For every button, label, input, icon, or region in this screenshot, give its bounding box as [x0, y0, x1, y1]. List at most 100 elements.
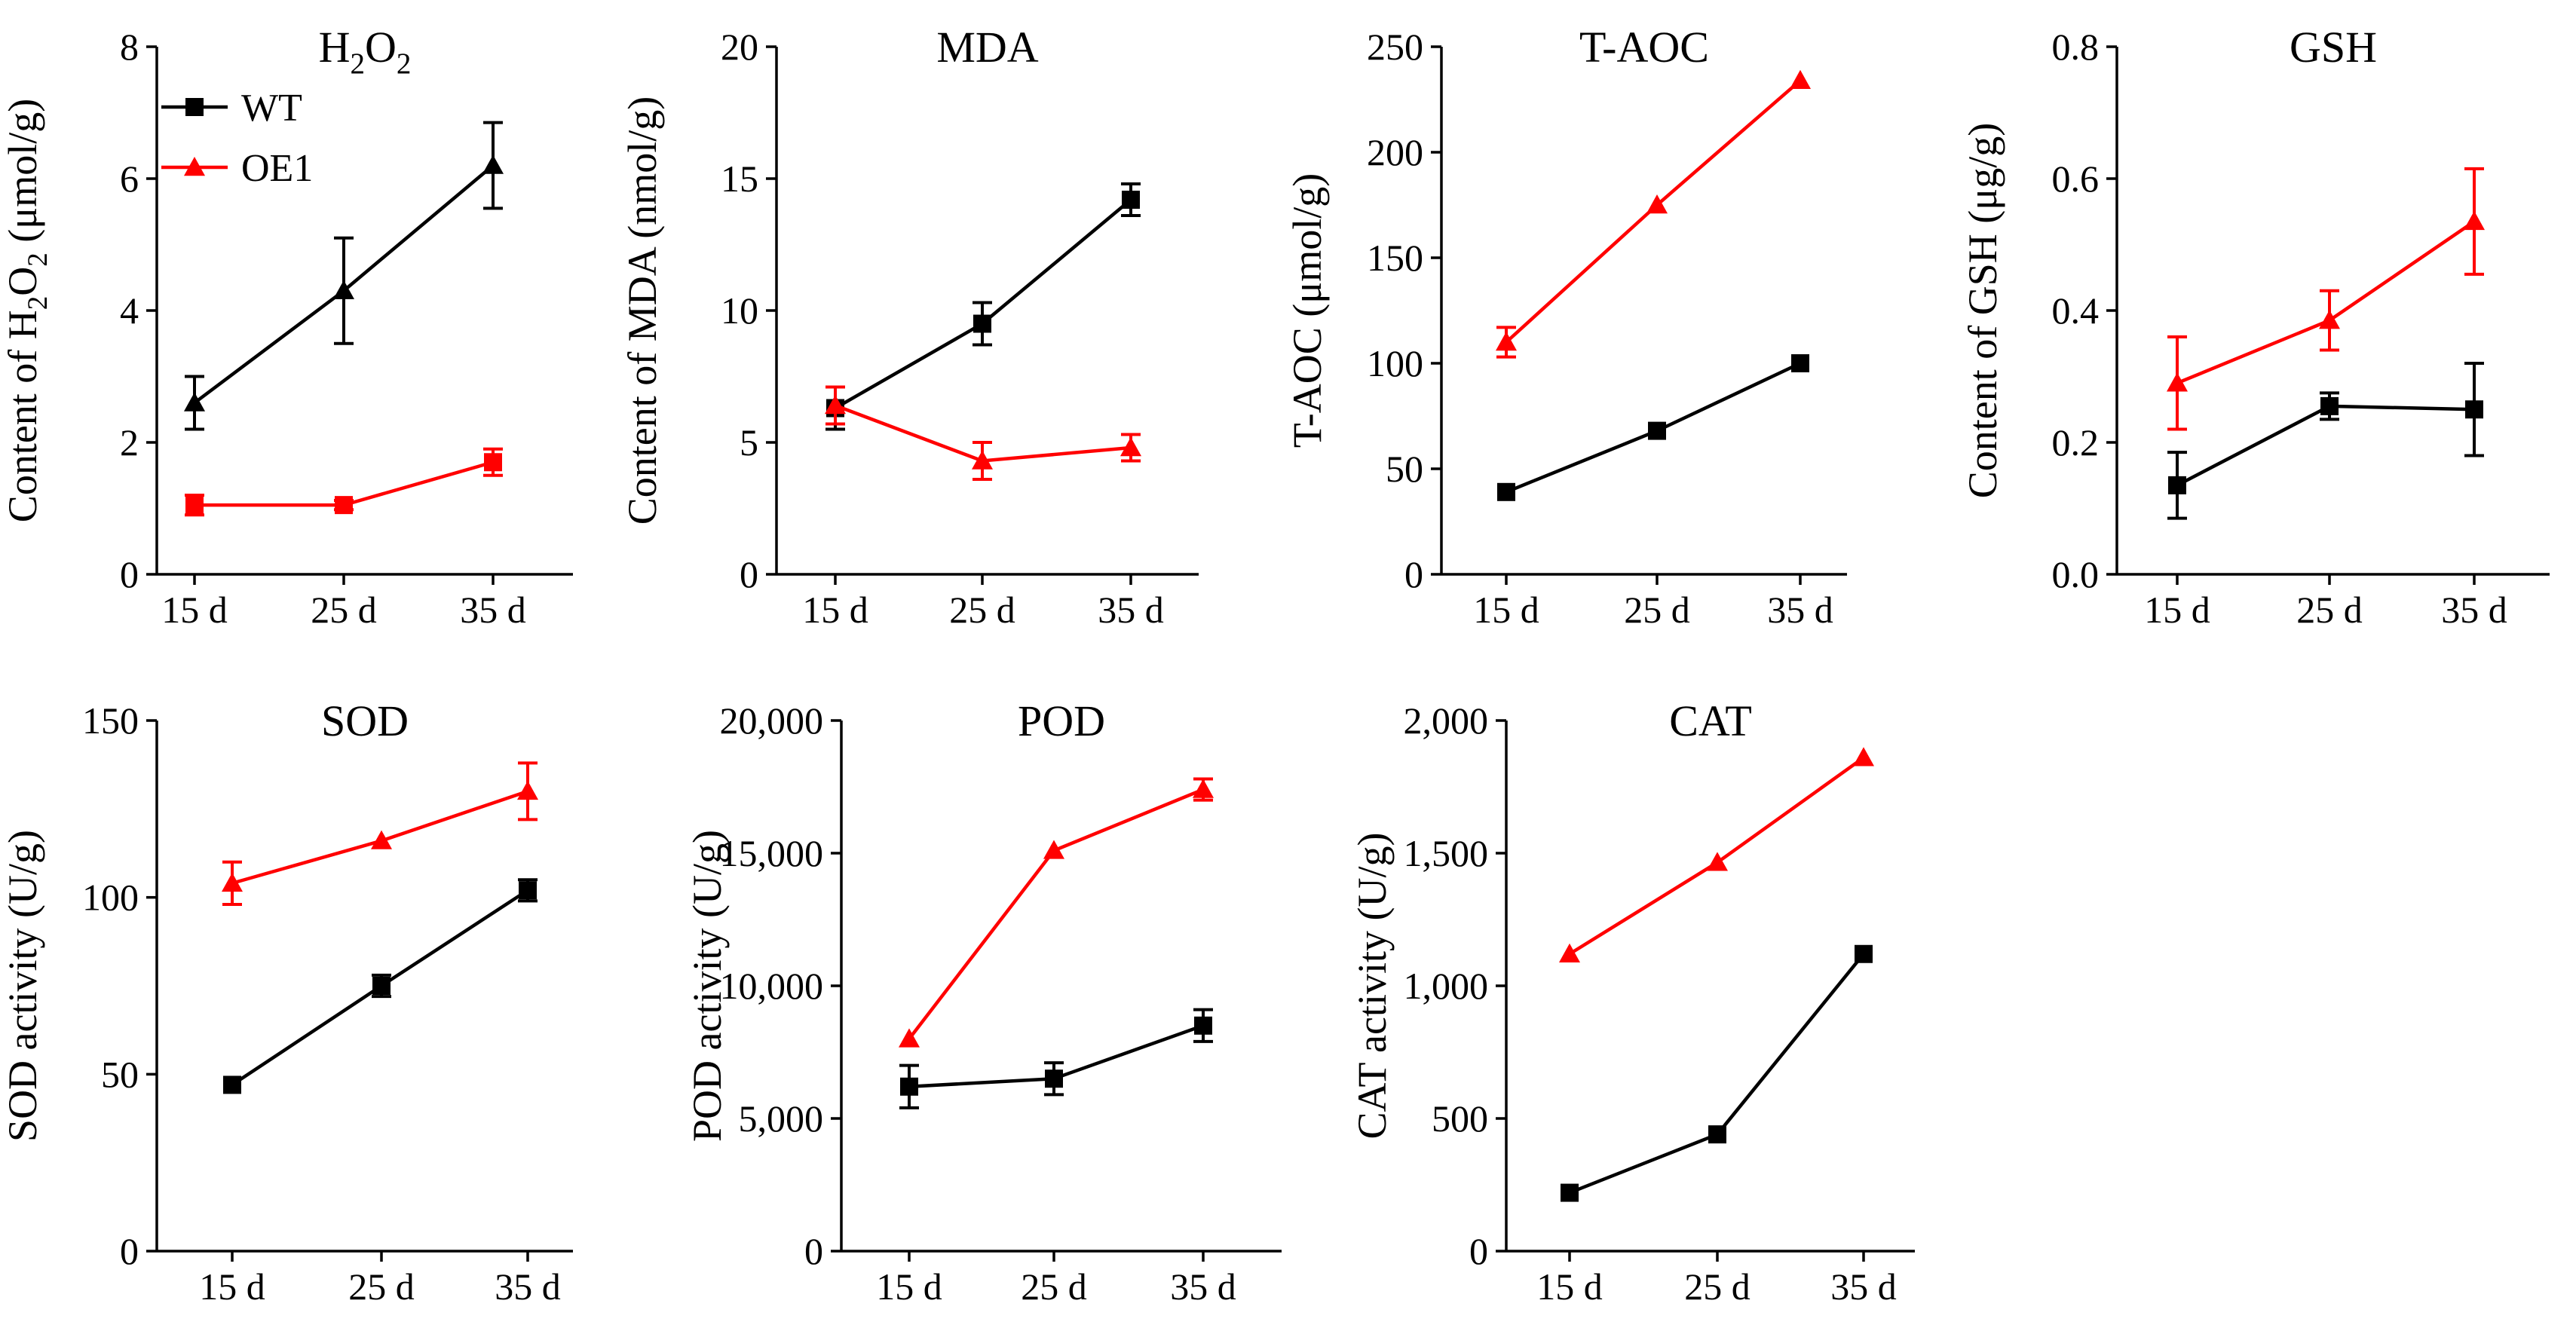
legend-label: WT [241, 87, 302, 130]
data-point [899, 1028, 920, 1048]
legend: WT OE1 [161, 87, 313, 190]
chart-panel-mda: 0 5 10 15 20 15 d 25 d 35 d MDA Content of MDA (n… [620, 23, 1199, 631]
y-tick-label: 20,000 [720, 699, 824, 742]
y-axis-label: POD activity (U/g) [685, 830, 730, 1142]
text-part: SOD activity (U/g) [0, 830, 45, 1142]
subscript: 2 [351, 47, 366, 80]
chart-title: H2O2 [319, 23, 412, 80]
data-point [1853, 747, 1874, 766]
series-wt [899, 1008, 1213, 1109]
text-part: Content of H [0, 310, 45, 522]
y-tick-label: 5,000 [739, 1097, 824, 1140]
series-oe1 [222, 761, 538, 907]
data-point [223, 1076, 241, 1094]
data-point [517, 780, 538, 800]
data-point [2465, 400, 2483, 419]
legend-marker [185, 98, 204, 116]
x-tick-label: 15 d [1473, 589, 1539, 631]
chart-panel-cat: 0 500 1,000 1,500 2,000 15 d 25 d 35 d CAT CAT ac… [1349, 696, 1915, 1308]
chart-title: CAT [1669, 696, 1752, 745]
y-tick-label: 15 [721, 158, 758, 200]
data-point [1497, 482, 1515, 501]
y-tick-label: 0 [740, 553, 758, 595]
series-line [908, 788, 1204, 1040]
data-point [1122, 191, 1140, 209]
series-oe1 [899, 777, 1214, 1048]
y-tick-label: 500 [1432, 1097, 1488, 1140]
y-tick-label: 20 [721, 26, 758, 68]
data-point [1707, 852, 1728, 871]
data-point [222, 872, 243, 892]
data-point [372, 977, 391, 995]
text-part: (μmol/g) [0, 99, 45, 252]
data-point [972, 450, 993, 470]
series-wt [825, 182, 1141, 431]
chart-title: POD [1018, 696, 1105, 745]
x-tick-label: 35 d [1098, 589, 1164, 631]
y-tick-label: 0 [804, 1230, 823, 1272]
data-point [1559, 943, 1580, 962]
text-part: SOD [321, 696, 409, 745]
data-point [1790, 69, 1811, 89]
y-tick-label: 8 [120, 26, 139, 68]
data-point [825, 395, 846, 415]
y-tick-label: 2 [120, 421, 139, 464]
text-part: CAT activity (U/g) [1349, 833, 1395, 1140]
data-point [1648, 421, 1666, 440]
subscript: 2 [23, 252, 54, 267]
data-point [1561, 1183, 1579, 1202]
text-part: O [0, 267, 45, 296]
y-tick-label: 250 [1367, 26, 1423, 68]
data-point [2464, 210, 2485, 231]
y-tick-label: 0.0 [2052, 553, 2100, 595]
data-point [1120, 437, 1141, 457]
y-tick-label: 5 [740, 421, 758, 464]
x-tick-label: 25 d [311, 589, 377, 631]
text-part: MDA [936, 23, 1038, 72]
chart-title: GSH [2290, 23, 2377, 72]
chart-title: MDA [936, 23, 1038, 72]
x-tick-label: 25 d [1684, 1265, 1751, 1308]
y-tick-label: 4 [120, 289, 139, 332]
y-tick-label: 15,000 [720, 832, 824, 874]
chart-panel-pod: 0 5,000 10,000 15,000 20,000 15 d 25 d 35 d POD P… [685, 696, 1282, 1308]
series-oe1 [2167, 167, 2485, 431]
series-line [2176, 220, 2476, 385]
y-tick-label: 0.6 [2052, 158, 2100, 200]
data-point [1708, 1125, 1726, 1144]
data-point [1855, 944, 1873, 963]
data-point [2320, 396, 2339, 415]
chart-panel-taoc: 0 50 100 150 200 250 15 d 25 d 35 d T-AOC T-AOC (μ… [1285, 23, 1847, 631]
text-part: CAT [1669, 696, 1752, 745]
y-axis-label: T-AOC (μmol/g) [1285, 173, 1330, 448]
text-part: O [365, 23, 397, 72]
y-tick-label: 150 [82, 699, 139, 742]
y-tick-label: 200 [1367, 131, 1423, 173]
chart-panel-sod: 0 50 100 150 15 d 25 d 35 d SOD SOD activity (U/… [0, 696, 573, 1308]
text-part: POD activity (U/g) [685, 830, 730, 1142]
text-part: GSH [2290, 23, 2377, 72]
data-point [1043, 840, 1064, 859]
y-axis-label: SOD activity (U/g) [0, 830, 45, 1142]
series-oe1 [825, 385, 1141, 481]
text-part: H [319, 23, 351, 72]
data-point [519, 881, 537, 900]
data-point [973, 314, 991, 333]
x-tick-label: 35 d [1767, 589, 1833, 631]
y-tick-label: 1,000 [1404, 965, 1489, 1007]
data-point [1496, 332, 1517, 351]
y-tick-label: 50 [1386, 448, 1423, 490]
y-axis-label: Content of H2O2 (μmol/g) [0, 99, 54, 522]
data-point [2167, 372, 2188, 392]
series-line [1569, 953, 1865, 1195]
y-tick-label: 100 [1367, 342, 1423, 384]
chart-title: T-AOC [1579, 23, 1709, 72]
y-tick-label: 10 [721, 289, 758, 332]
x-tick-label: 35 d [1830, 1265, 1897, 1308]
y-tick-label: 0 [120, 553, 139, 595]
y-tick-label: 6 [120, 158, 139, 200]
chart-panel-gsh: 0.0 0.2 0.4 0.6 0.8 15 d 25 d 35 d GSH Content of… [1960, 23, 2550, 631]
x-tick-label: 35 d [460, 589, 526, 631]
